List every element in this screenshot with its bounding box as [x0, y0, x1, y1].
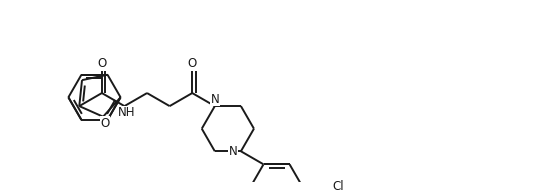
Text: N: N [210, 93, 219, 106]
Text: O: O [100, 117, 110, 130]
Text: N: N [229, 145, 238, 158]
Text: O: O [97, 57, 107, 70]
Text: NH: NH [118, 106, 135, 119]
Text: O: O [188, 57, 197, 70]
Text: Cl: Cl [332, 180, 344, 193]
